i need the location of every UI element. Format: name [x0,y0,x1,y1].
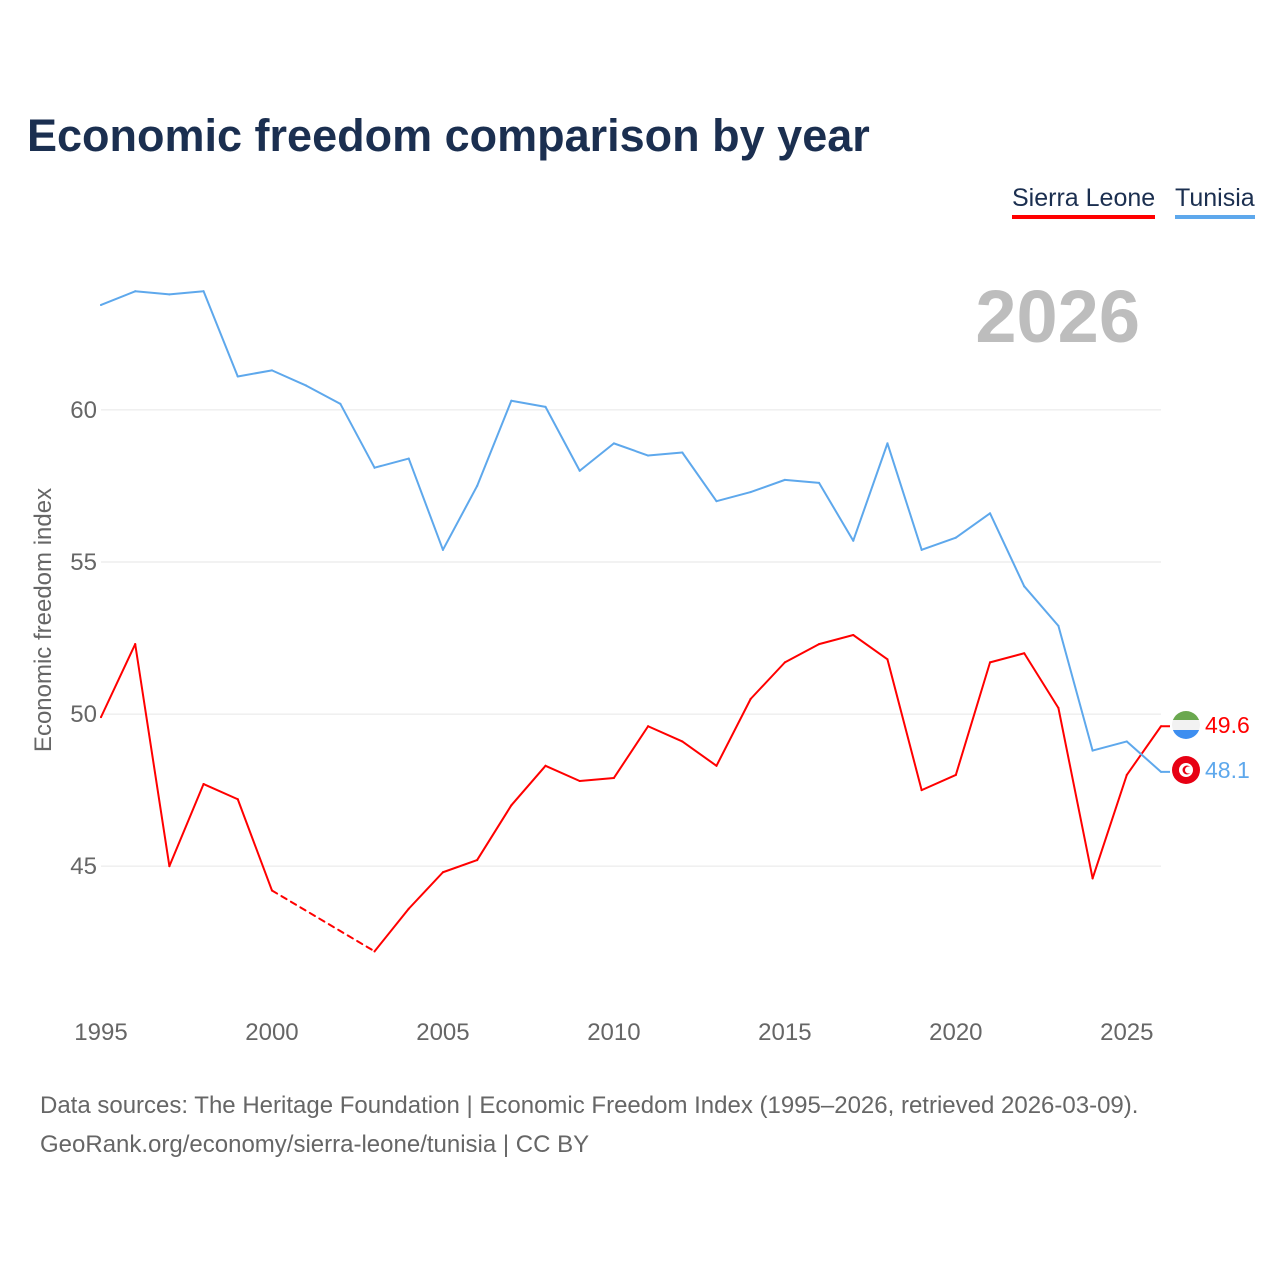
y-tick-label: 60 [70,397,97,424]
line-segment [100,290,137,306]
x-tick-label: 2010 [587,1019,640,1046]
line-segment [510,764,547,807]
line-segment [886,658,923,792]
line-segment [1023,585,1060,627]
line-segment [681,740,718,767]
line-segment [818,481,855,542]
y-tick-label: 55 [70,549,97,576]
line-segment [647,725,684,743]
line-segment [476,804,513,862]
line-segment [886,442,923,551]
line-segment [168,783,205,868]
line-segment [270,369,308,387]
y-tick-label: 45 [70,853,97,880]
line-segment [920,773,957,792]
series-sierra-leone [100,634,1170,953]
chart-title: Economic freedom comparison by year [27,110,870,161]
line-segment [202,290,239,378]
x-tick-label: 2025 [1100,1019,1153,1046]
line-segment [476,399,513,487]
series-tunisia [100,290,1170,773]
legend-tunisia[interactable]: Tunisia [1175,184,1255,219]
line-segment [783,643,821,664]
year-watermark: 2026 [975,275,1140,358]
line-segment [715,491,752,503]
line-segment [578,442,615,472]
line-segment [852,634,889,661]
line-segment [715,697,752,767]
line-segment [373,907,410,953]
line-segment [1023,652,1060,709]
line-segment [1091,740,1128,752]
sierra-leone-flag-icon [1172,711,1200,739]
line-segment [818,634,855,646]
tunisia-flag-icon [1172,756,1200,784]
source-link[interactable]: GeoRank.org/economy/sierra-leone/tunisia… [40,1131,590,1158]
line-segment [236,369,273,378]
line-segment [852,442,889,542]
line-segment [510,399,547,408]
line-segment [1057,707,1094,880]
data-source-text: Data sources: The Heritage Foundation | … [40,1092,1139,1119]
x-tick-label: 1995 [74,1019,127,1046]
line-segment [339,402,376,469]
line-segment [1057,624,1094,752]
line-segment [1091,773,1128,880]
line-segment [373,457,410,469]
x-tick-label: 2015 [758,1019,811,1046]
line-segment [1125,740,1162,773]
line-segment [100,643,137,719]
tunisia-end-label: 48.1 [1205,757,1250,783]
line-segment [544,764,581,782]
y-tick-label: 50 [70,701,97,728]
line-segment [920,536,957,551]
line-segment [305,384,342,405]
x-tick-label: 2020 [929,1019,982,1046]
line-segment [168,290,205,296]
line-segment [407,457,444,551]
line-segment [134,290,171,296]
line-segment [783,478,821,484]
sierra-leone-end-label: 49.6 [1205,712,1250,738]
line-segment [578,776,615,782]
line-segment [544,405,581,472]
line-segment [1125,725,1162,776]
line-segment [954,661,992,776]
line-segment [989,652,1026,664]
line-segment [236,798,273,892]
line-segment [202,783,239,801]
x-tick-label: 2000 [245,1019,298,1046]
legend-sierra-leone[interactable]: Sierra Leone [1012,184,1156,219]
line-segment [989,512,1026,588]
y-axis-label: Economic freedom index [30,488,57,752]
line-segment [954,512,992,539]
line-segment [749,478,786,494]
line-segment [441,484,479,551]
footer: Data sources: The Heritage Foundation | … [40,1086,1138,1164]
line-segment [647,451,684,457]
line-segment [749,661,786,700]
gap-segment [270,889,376,953]
line-segment [681,451,718,503]
line-segment [407,871,444,910]
line-segment [612,442,650,457]
x-tick-label: 2005 [416,1019,469,1046]
line-segment [612,725,650,779]
line-segment [441,859,479,874]
line-segment [134,643,171,868]
